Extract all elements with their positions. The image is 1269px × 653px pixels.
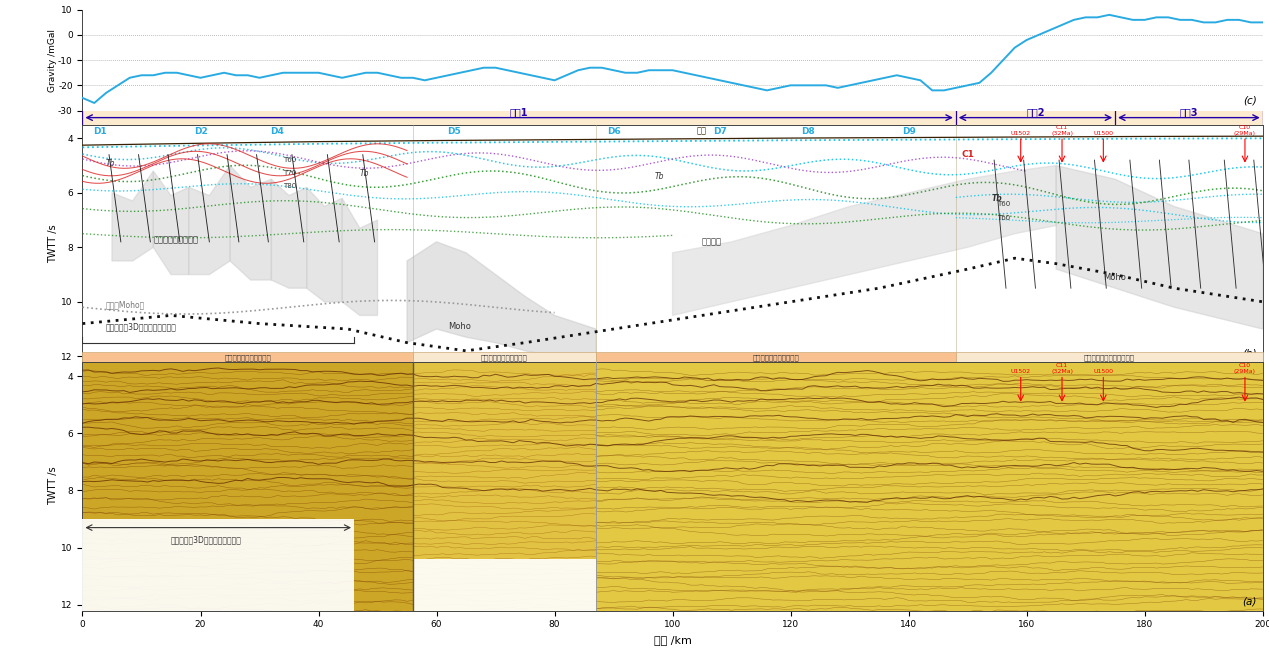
Bar: [82, 352, 412, 364]
Text: D9: D9: [902, 127, 915, 136]
Text: C11
(32Ma): C11 (32Ma): [1051, 363, 1074, 374]
Bar: [82, 362, 412, 611]
Text: (c): (c): [1244, 95, 1256, 106]
Text: D4: D4: [270, 127, 284, 136]
Polygon shape: [154, 171, 189, 274]
Y-axis label: TWTT /s: TWTT /s: [48, 224, 58, 263]
Text: 区剈1: 区剈1: [510, 107, 528, 117]
Polygon shape: [112, 171, 154, 261]
Bar: [596, 362, 1263, 611]
Polygon shape: [407, 242, 596, 362]
Text: 不连续带: 不连续带: [702, 238, 722, 247]
Polygon shape: [307, 187, 343, 302]
Bar: [596, 352, 956, 364]
Text: Tb: Tb: [991, 194, 1003, 203]
Text: T60: T60: [283, 157, 297, 163]
Text: 深度偏移的3D地震数据覆盖区域: 深度偏移的3D地震数据覆盖区域: [107, 322, 176, 331]
Text: D6: D6: [607, 127, 621, 136]
Text: D5: D5: [448, 127, 461, 136]
Bar: [956, 111, 1115, 124]
Text: D2: D2: [194, 127, 207, 136]
Polygon shape: [343, 199, 378, 315]
Polygon shape: [189, 166, 230, 274]
Text: 海底: 海底: [697, 126, 707, 135]
Text: U1502: U1502: [1010, 131, 1030, 136]
Text: C1: C1: [961, 150, 975, 159]
Text: 投影的Moho面: 投影的Moho面: [107, 300, 146, 310]
X-axis label: 位移 /km: 位移 /km: [654, 635, 692, 645]
Text: T80: T80: [283, 183, 297, 189]
Text: C11
(32Ma): C11 (32Ma): [1051, 125, 1074, 136]
Text: U1500: U1500: [1094, 369, 1113, 374]
Text: 基底反射约束较差的区域: 基底反射约束较差的区域: [481, 355, 528, 362]
Text: 区剈3: 区剈3: [1180, 107, 1198, 117]
Text: T70: T70: [283, 170, 297, 176]
Text: 基底反射约束很好的区域: 基底反射约束很好的区域: [225, 355, 272, 362]
Bar: [956, 352, 1263, 364]
Text: U1500: U1500: [1094, 131, 1113, 136]
Text: C10
(29Ma): C10 (29Ma): [1233, 125, 1256, 136]
Bar: [412, 352, 596, 364]
Text: Tb: Tb: [360, 170, 369, 178]
Text: Tb: Tb: [107, 159, 115, 168]
Text: 有钒孔资料约束的反射基底: 有钒孔资料约束的反射基底: [1084, 355, 1134, 362]
Text: 区剈2: 区剈2: [1027, 107, 1044, 117]
Text: Moho: Moho: [1103, 273, 1126, 282]
Text: U1502: U1502: [1010, 369, 1030, 374]
Text: 基底反射约束中等的区域: 基底反射约束中等的区域: [753, 355, 799, 362]
Text: Tb: Tb: [655, 172, 665, 182]
Polygon shape: [1056, 166, 1263, 329]
Y-axis label: TWTT /s: TWTT /s: [48, 467, 58, 505]
Bar: [412, 559, 596, 611]
Text: 深度偏移的3D地震数据覆盖区域: 深度偏移的3D地震数据覆盖区域: [171, 535, 242, 544]
Bar: [82, 111, 956, 124]
Y-axis label: Gravity /mGal: Gravity /mGal: [48, 29, 57, 91]
Bar: [1115, 111, 1263, 124]
Text: Tb0: Tb0: [997, 215, 1010, 221]
Polygon shape: [272, 179, 307, 288]
Text: D7: D7: [713, 127, 727, 136]
Text: Moho: Moho: [448, 322, 471, 331]
Text: T60: T60: [997, 202, 1010, 208]
Text: 相互交织的不连续带: 相互交织的不连续带: [154, 235, 198, 244]
Text: (a): (a): [1242, 597, 1256, 607]
Polygon shape: [673, 166, 1056, 315]
Bar: [412, 362, 596, 611]
Text: C10
(29Ma): C10 (29Ma): [1233, 363, 1256, 374]
Text: (b): (b): [1242, 348, 1256, 358]
Polygon shape: [230, 166, 272, 280]
Text: D8: D8: [802, 127, 815, 136]
Bar: [82, 519, 354, 611]
Text: D1: D1: [94, 127, 107, 136]
